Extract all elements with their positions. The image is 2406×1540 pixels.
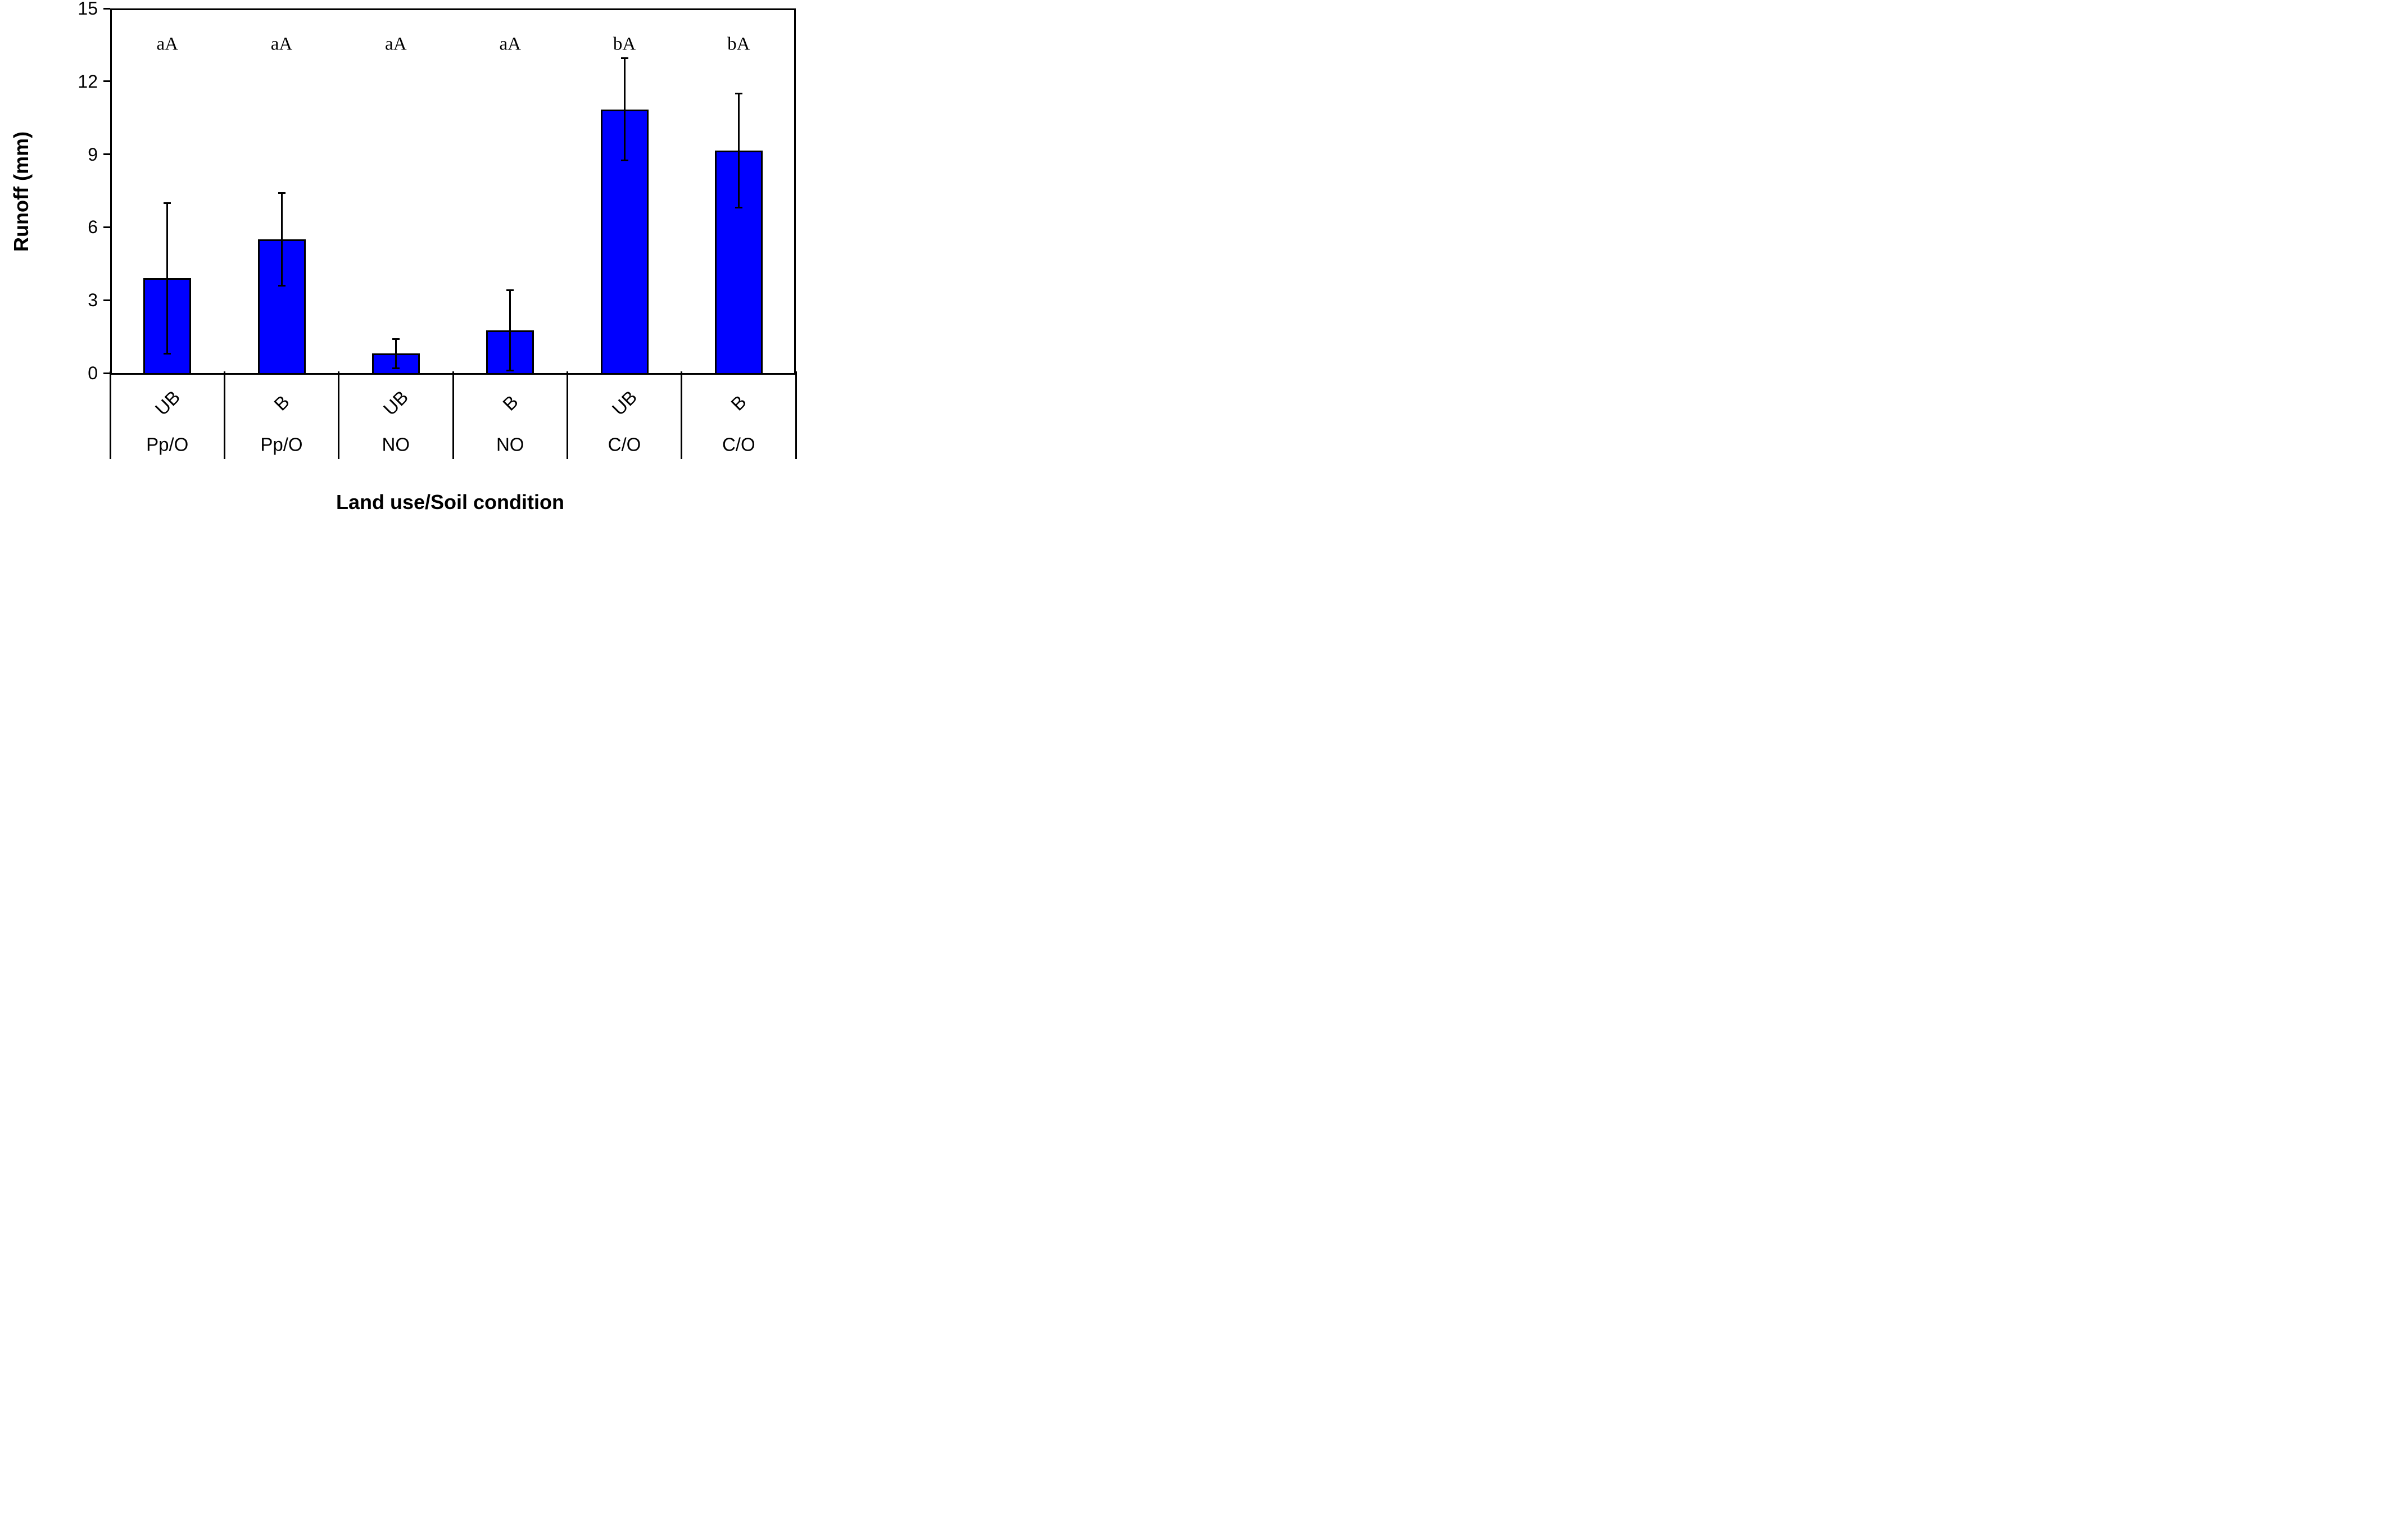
category-divider bbox=[681, 371, 683, 459]
y-tick-label: 6 bbox=[88, 217, 98, 238]
y-tick-mark bbox=[103, 153, 110, 156]
y-tick-mark bbox=[103, 7, 110, 10]
error-bar-cap-top bbox=[164, 202, 171, 204]
error-bar-whisker bbox=[395, 339, 397, 369]
soil-condition-label: B bbox=[727, 391, 751, 415]
significance-letter: aA bbox=[385, 34, 407, 54]
y-tick-label: 0 bbox=[88, 363, 98, 383]
error-bar-whisker bbox=[280, 193, 283, 286]
error-bar-cap-bottom bbox=[278, 284, 286, 287]
chart-figure: Runoff (mm) Land use/Soil condition 0 3 6 9… bbox=[0, 0, 802, 514]
error-bar-cap-top bbox=[392, 338, 400, 340]
error-bar-whisker bbox=[737, 93, 740, 208]
y-tick-mark bbox=[103, 299, 110, 301]
y-tick-mark bbox=[103, 226, 110, 228]
y-tick-label: 9 bbox=[88, 144, 98, 165]
plot-frame bbox=[110, 8, 796, 375]
error-bar-whisker bbox=[166, 203, 169, 354]
land-use-label: C/O bbox=[608, 434, 641, 455]
error-bar-whisker bbox=[623, 58, 626, 161]
error-bar-cap-top bbox=[735, 92, 742, 94]
y-tick-label: 12 bbox=[78, 71, 98, 92]
significance-letter: aA bbox=[270, 34, 293, 54]
land-use-label: NO bbox=[382, 434, 410, 455]
x-axis-title: Land use/Soil condition bbox=[336, 490, 565, 514]
soil-condition-label: B bbox=[270, 391, 293, 415]
error-bar-cap-top bbox=[620, 57, 628, 60]
error-bar-cap-top bbox=[278, 192, 286, 194]
y-tick-mark bbox=[103, 372, 110, 374]
soil-condition-label: B bbox=[498, 391, 522, 415]
significance-letter: bA bbox=[727, 34, 750, 54]
error-bar-cap-bottom bbox=[164, 352, 171, 355]
y-axis-title: Runoff (mm) bbox=[10, 131, 33, 252]
y-tick-label: 3 bbox=[88, 290, 98, 311]
significance-letter: aA bbox=[156, 34, 178, 54]
y-tick-mark bbox=[103, 80, 110, 83]
category-divider bbox=[109, 371, 111, 459]
error-bar-cap-bottom bbox=[506, 370, 514, 372]
category-divider bbox=[223, 371, 225, 459]
error-bar-cap-bottom bbox=[620, 159, 628, 161]
error-bar-cap-bottom bbox=[392, 367, 400, 369]
soil-condition-label: UB bbox=[379, 386, 413, 420]
y-tick-label: 15 bbox=[78, 0, 98, 19]
land-use-label: NO bbox=[496, 434, 524, 455]
land-use-label: Pp/O bbox=[260, 434, 303, 455]
soil-condition-label: UB bbox=[151, 386, 184, 420]
error-bar-cap-top bbox=[506, 289, 514, 292]
category-divider bbox=[566, 371, 568, 459]
category-divider bbox=[795, 371, 797, 459]
land-use-label: Pp/O bbox=[146, 434, 189, 455]
land-use-label: C/O bbox=[722, 434, 755, 455]
significance-letter: bA bbox=[613, 34, 636, 54]
category-divider bbox=[338, 371, 340, 459]
error-bar-cap-bottom bbox=[735, 207, 742, 209]
category-divider bbox=[452, 371, 454, 459]
significance-letter: aA bbox=[499, 34, 521, 54]
soil-condition-label: UB bbox=[608, 386, 641, 420]
error-bar-whisker bbox=[509, 290, 511, 371]
